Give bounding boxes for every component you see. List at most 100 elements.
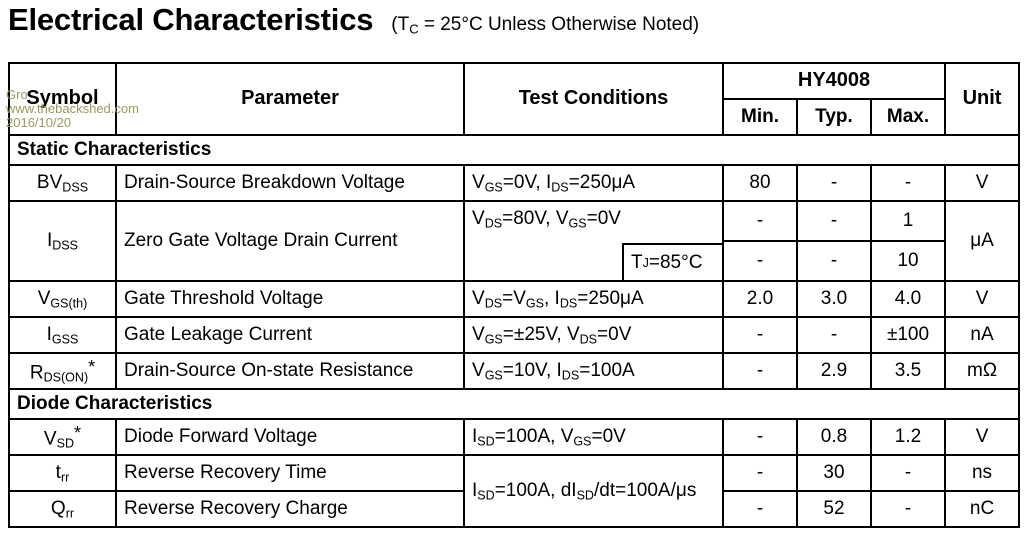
- section-label-diode: Diode Characteristics: [17, 393, 213, 414]
- cell-unit: V: [944, 418, 1021, 456]
- symbol-bvdss: BVDSS: [10, 169, 115, 197]
- cell-min: 2.0: [722, 280, 798, 318]
- symbol-main: I: [46, 323, 52, 345]
- cell-min: 80: [722, 164, 798, 202]
- cond-p1: V: [472, 359, 485, 381]
- cond-p2: =100A, dI: [494, 479, 577, 501]
- cell-unit: nA: [944, 316, 1021, 354]
- symbol-main: t: [55, 461, 61, 483]
- cell-symbol: BVDSS: [8, 164, 117, 202]
- cond-p2: =V: [502, 287, 526, 309]
- header-max: Max.: [869, 98, 947, 136]
- value-min: -: [756, 461, 764, 483]
- value-unit: V: [975, 171, 989, 193]
- cond-s2: GS: [568, 216, 587, 231]
- cell-max: 1: [869, 200, 947, 242]
- symbol-sub: rr: [65, 506, 75, 521]
- header-typ-label: Typ.: [815, 105, 853, 127]
- cond-s2: GS: [573, 434, 592, 449]
- cell-parameter: Zero Gate Voltage Drain Current: [115, 200, 465, 282]
- table-row: RDS(ON)* Drain-Source On-state Resistanc…: [8, 352, 1021, 390]
- condition-text: ISD=100A, dISD/dt=100A/μs: [465, 477, 722, 505]
- cell-typ: -: [796, 164, 872, 202]
- symbol-vgsth: VGS(th): [10, 285, 115, 313]
- cell-max: 10: [869, 240, 947, 282]
- cell-min: -: [722, 352, 798, 390]
- symbol-star: *: [74, 423, 82, 444]
- header-typ: Typ.: [796, 98, 872, 136]
- parameter-text: Diode Forward Voltage: [124, 425, 318, 447]
- symbol-sub: DSS: [52, 238, 79, 253]
- table-header: Symbol Parameter Test Conditions HY4008 …: [8, 62, 1021, 136]
- cell-symbol: trr: [8, 454, 117, 492]
- parameter-text: Gate Threshold Voltage: [124, 287, 324, 309]
- value-unit: V: [975, 287, 989, 309]
- value-unit: μA: [970, 229, 994, 251]
- symbol-main: BV: [36, 171, 63, 193]
- header-device-label: HY4008: [797, 69, 871, 92]
- cond-s1: DS: [484, 216, 503, 231]
- parameter-text: Drain-Source Breakdown Voltage: [124, 171, 405, 193]
- cell-unit: nC: [944, 490, 1021, 528]
- cell-test-condition: VGS=±25V, VDS=0V: [463, 316, 724, 354]
- value-max: 4.0: [894, 287, 922, 309]
- table-row: trr Reverse Recovery Time ISD=100A, dISD…: [8, 454, 1021, 528]
- header-row-1: Symbol Parameter Test Conditions HY4008 …: [8, 62, 1021, 136]
- cond-s2: DS: [579, 332, 598, 347]
- cell-typ: 3.0: [796, 280, 872, 318]
- value-min: -: [756, 425, 764, 447]
- parameter-text: Drain-Source On-state Resistance: [124, 359, 414, 381]
- page-title-row: Electrical Characteristics (TC = 25°C Un…: [8, 0, 1016, 56]
- section-header-diode: Diode Characteristics: [7, 388, 1021, 420]
- cond-p2: =100A, V: [494, 425, 574, 447]
- value-typ: -: [830, 323, 838, 345]
- cell-min: -: [722, 316, 798, 354]
- header-symbol-label: Symbol: [26, 87, 99, 110]
- condition-text: ISD=100A, VGS=0V: [465, 423, 722, 451]
- cond-p2: =±25V, V: [502, 323, 580, 345]
- header-test-conditions-label: Test Conditions: [518, 87, 669, 110]
- value-typ: 30: [823, 461, 845, 483]
- cell-parameter: Reverse Recovery Charge: [115, 490, 465, 528]
- table-row: VGS(th) Gate Threshold Voltage VDS=VGS, …: [8, 280, 1021, 318]
- condition-text: VGS=0V, IDS=250μA: [465, 169, 722, 197]
- value-max: ±100: [886, 323, 930, 345]
- header-min-label: Min.: [741, 105, 779, 127]
- table-row: - - 10: [9, 240, 1019, 282]
- value-min: 80: [749, 171, 771, 193]
- value-typ: -: [830, 249, 838, 271]
- cond-p1: I: [472, 425, 478, 447]
- cell-unit: mΩ: [944, 352, 1021, 390]
- header-max-label: Max.: [886, 105, 930, 127]
- header-parameter-label: Parameter: [241, 87, 339, 110]
- value-unit: nC: [969, 497, 995, 519]
- condition-text: VGS=10V, IDS=100A: [465, 357, 722, 385]
- symbol-qrr: Qrr: [10, 495, 115, 523]
- value-max: 3.5: [894, 359, 922, 381]
- cell-unit: V: [944, 164, 1021, 202]
- cell-max: 3.5: [869, 352, 947, 390]
- cond-p3: =100A: [579, 359, 635, 381]
- cond-p2: =80V, V: [502, 208, 569, 229]
- value-typ: 0.8: [820, 425, 848, 447]
- table-row: VSD* Diode Forward Voltage ISD=100A, VGS…: [8, 418, 1021, 456]
- cell-test-condition: VGS=10V, IDS=100A: [463, 352, 724, 390]
- value-typ: -: [830, 171, 838, 193]
- cond-s1: SD: [477, 488, 495, 503]
- cond-s1: GS: [484, 368, 503, 383]
- symbol-sub: DS(ON): [43, 370, 89, 385]
- symbol-sub: SD: [56, 436, 75, 451]
- cell-typ: 30: [796, 454, 872, 492]
- cond-p3: , I: [544, 287, 560, 309]
- cond-p3: /dt=100A/μs: [594, 479, 697, 501]
- condition-text: VDS=80V, VGS=0V: [472, 208, 621, 230]
- cell-symbol: VSD*: [8, 418, 117, 456]
- subcond-p1: T: [631, 252, 643, 273]
- symbol-igss: IGSS: [10, 321, 115, 349]
- symbol-main: I: [46, 229, 53, 251]
- symbol-sub: rr: [60, 470, 70, 485]
- value-min: 2.0: [746, 287, 774, 309]
- cell-symbol: Qrr: [8, 490, 117, 528]
- cond-s1: GS: [484, 332, 503, 347]
- electrical-characteristics-table-wrap: Symbol Parameter Test Conditions HY4008 …: [7, 62, 1021, 528]
